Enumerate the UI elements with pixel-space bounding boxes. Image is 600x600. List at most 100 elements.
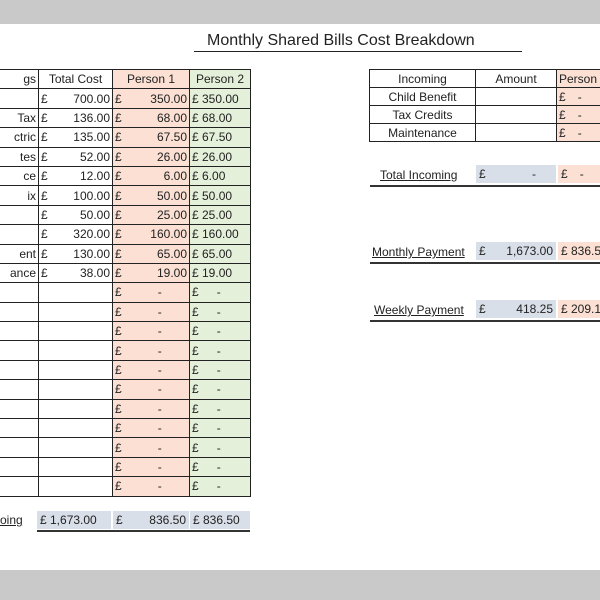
bill-label-cell[interactable] xyxy=(0,418,39,439)
person1-cell[interactable]: £25.00 xyxy=(112,204,190,226)
total-cost-cell[interactable]: £136.00 xyxy=(38,107,113,129)
person1-cell[interactable]: £26.00 xyxy=(112,146,190,167)
total-outgoing-person1-cell[interactable]: £ 836.50 xyxy=(113,511,189,529)
person2-cell[interactable]: £ 65.00 xyxy=(189,243,251,264)
person1-cell[interactable]: £19.00 xyxy=(112,262,190,284)
total-incoming-person-cell[interactable]: £ - xyxy=(558,165,600,183)
bill-label-cell[interactable] xyxy=(0,437,39,458)
bill-label-cell[interactable] xyxy=(0,204,39,226)
incoming-label-cell[interactable]: Maintenance xyxy=(369,123,476,142)
total-incoming-amount-cell[interactable]: £ - xyxy=(476,165,556,183)
person2-cell[interactable]: £ - xyxy=(189,359,251,381)
person1-cell[interactable]: £ - xyxy=(112,398,190,420)
weekly-payment-person-cell[interactable]: £ 209.1 xyxy=(558,300,600,318)
total-cost-cell[interactable] xyxy=(38,321,113,342)
person2-cell[interactable]: £ - xyxy=(189,340,251,361)
bill-label-cell[interactable]: tes xyxy=(0,146,39,167)
total-outgoing-total-cell[interactable]: £ 1,673.00 xyxy=(37,511,111,529)
person2-cell[interactable]: £ - xyxy=(189,418,251,439)
bill-label-cell[interactable] xyxy=(0,398,39,420)
header-cell-total-cost[interactable]: Total Cost xyxy=(38,68,113,90)
person2-cell[interactable]: £ 50.00 xyxy=(189,185,251,206)
person1-cell[interactable]: £ - xyxy=(112,476,190,497)
total-cost-cell[interactable] xyxy=(38,359,113,381)
person2-cell[interactable]: £ 19.00 xyxy=(189,262,251,284)
incoming-amount-cell[interactable] xyxy=(475,105,557,124)
total-cost-cell[interactable]: £12.00 xyxy=(38,165,113,187)
total-cost-cell[interactable] xyxy=(38,282,113,303)
header-cell-person-2[interactable]: Person 2 xyxy=(189,68,251,90)
person1-cell[interactable]: £ - xyxy=(112,321,190,342)
total-cost-cell[interactable] xyxy=(38,476,113,497)
header-cell-bills[interactable]: gs xyxy=(0,68,39,90)
incoming-label-cell[interactable]: Tax Credits xyxy=(369,105,476,124)
total-cost-cell[interactable] xyxy=(38,379,113,400)
total-cost-cell[interactable] xyxy=(38,456,113,478)
incoming-person-cell[interactable]: £ - xyxy=(556,105,600,124)
person1-cell[interactable]: £6.00 xyxy=(112,165,190,187)
total-cost-cell[interactable]: £130.00 xyxy=(38,243,113,264)
person1-cell[interactable]: £50.00 xyxy=(112,185,190,206)
person2-cell[interactable]: £ 26.00 xyxy=(189,146,251,167)
person1-cell[interactable]: £ - xyxy=(112,340,190,361)
total-cost-cell[interactable] xyxy=(38,437,113,458)
incoming-label-cell[interactable]: Child Benefit xyxy=(369,87,476,106)
person1-cell[interactable]: £160.00 xyxy=(112,224,190,245)
bill-label-cell[interactable] xyxy=(0,282,39,303)
person2-cell[interactable]: £ 67.50 xyxy=(189,127,251,148)
person2-cell[interactable]: £ - xyxy=(189,282,251,303)
bill-label-cell[interactable] xyxy=(0,476,39,497)
bill-label-cell[interactable] xyxy=(0,456,39,478)
total-cost-cell[interactable] xyxy=(38,301,113,323)
bill-label-cell[interactable]: ce xyxy=(0,165,39,187)
person2-cell[interactable]: £ - xyxy=(189,321,251,342)
person1-cell[interactable]: £ - xyxy=(112,301,190,323)
total-cost-cell[interactable]: £52.00 xyxy=(38,146,113,167)
bill-label-cell[interactable]: ix xyxy=(0,185,39,206)
total-cost-cell[interactable]: £320.00 xyxy=(38,224,113,245)
header-cell-person[interactable]: Person xyxy=(556,69,600,88)
total-cost-cell[interactable] xyxy=(38,398,113,420)
total-cost-cell[interactable] xyxy=(38,340,113,361)
total-cost-cell[interactable] xyxy=(38,418,113,439)
person2-cell[interactable]: £ 6.00 xyxy=(189,165,251,187)
person1-cell[interactable]: £65.00 xyxy=(112,243,190,264)
total-outgoing-person2-cell[interactable]: £ 836.50 xyxy=(190,511,250,529)
person2-cell[interactable]: £ - xyxy=(189,301,251,323)
total-cost-cell[interactable]: £100.00 xyxy=(38,185,113,206)
header-cell-person-1[interactable]: Person 1 xyxy=(112,68,190,90)
bill-label-cell[interactable] xyxy=(0,88,39,109)
person1-cell[interactable]: £ - xyxy=(112,359,190,381)
person2-cell[interactable]: £ - xyxy=(189,437,251,458)
person2-cell[interactable]: £ - xyxy=(189,456,251,478)
total-cost-cell[interactable]: £135.00 xyxy=(38,127,113,148)
person2-cell[interactable]: £ - xyxy=(189,398,251,420)
total-cost-cell[interactable]: £700.00 xyxy=(38,88,113,109)
person1-cell[interactable]: £ - xyxy=(112,437,190,458)
person2-cell[interactable]: £ - xyxy=(189,379,251,400)
bill-label-cell[interactable] xyxy=(0,301,39,323)
bill-label-cell[interactable] xyxy=(0,224,39,245)
weekly-payment-amount-cell[interactable]: £ 418.25 xyxy=(476,300,556,318)
person2-cell[interactable]: £ - xyxy=(189,476,251,497)
bill-label-cell[interactable] xyxy=(0,340,39,361)
bill-label-cell[interactable] xyxy=(0,359,39,381)
person1-cell[interactable]: £ - xyxy=(112,418,190,439)
total-cost-cell[interactable]: £38.00 xyxy=(38,262,113,284)
person1-cell[interactable]: £350.00 xyxy=(112,88,190,109)
person1-cell[interactable]: £68.00 xyxy=(112,107,190,129)
incoming-amount-cell[interactable] xyxy=(475,87,557,106)
person2-cell[interactable]: £ 160.00 xyxy=(189,224,251,245)
bill-label-cell[interactable]: ance xyxy=(0,262,39,284)
person1-cell[interactable]: £ - xyxy=(112,282,190,303)
person2-cell[interactable]: £ 25.00 xyxy=(189,204,251,226)
bill-label-cell[interactable]: ctric xyxy=(0,127,39,148)
incoming-person-cell[interactable]: £ - xyxy=(556,123,600,142)
person2-cell[interactable]: £ 350.00 xyxy=(189,88,251,109)
header-cell-amount[interactable]: Amount xyxy=(475,69,557,88)
bill-label-cell[interactable] xyxy=(0,379,39,400)
monthly-payment-person-cell[interactable]: £ 836.5 xyxy=(558,242,600,260)
person1-cell[interactable]: £ - xyxy=(112,456,190,478)
person2-cell[interactable]: £ 68.00 xyxy=(189,107,251,129)
person1-cell[interactable]: £ - xyxy=(112,379,190,400)
